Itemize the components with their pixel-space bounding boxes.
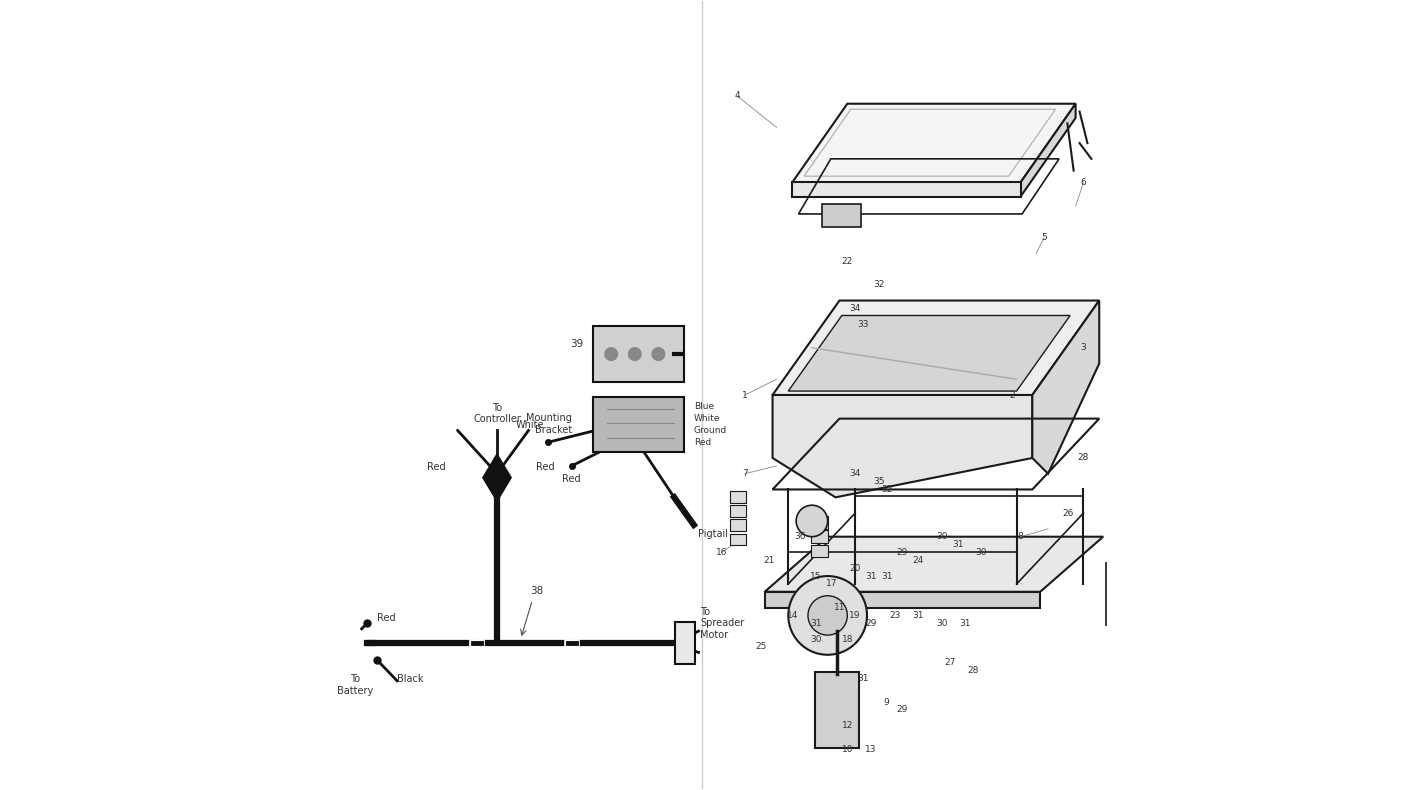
Polygon shape [772, 300, 1099, 395]
Text: 18: 18 [842, 634, 853, 644]
FancyBboxPatch shape [1106, 562, 1152, 625]
Polygon shape [1032, 300, 1099, 474]
Circle shape [628, 348, 641, 360]
Polygon shape [792, 182, 1020, 197]
Text: 32: 32 [873, 280, 885, 289]
Text: 17: 17 [826, 579, 838, 589]
Text: 16: 16 [715, 548, 728, 557]
Text: 31: 31 [811, 619, 822, 628]
FancyBboxPatch shape [811, 530, 829, 543]
Text: 31: 31 [858, 674, 869, 683]
Text: 28: 28 [968, 666, 979, 675]
FancyBboxPatch shape [594, 325, 685, 382]
Text: 38: 38 [529, 585, 544, 596]
Text: To
Battery: To Battery [337, 675, 374, 696]
FancyBboxPatch shape [731, 506, 746, 517]
Text: 29: 29 [896, 548, 908, 557]
Text: Mounting
Bracket: Mounting Bracket [527, 413, 572, 435]
Text: 1: 1 [742, 390, 748, 400]
Text: 31: 31 [880, 571, 892, 581]
Text: 22: 22 [842, 257, 853, 265]
FancyBboxPatch shape [675, 622, 695, 664]
Text: Blue: Blue [694, 402, 714, 412]
Polygon shape [765, 592, 1040, 608]
Circle shape [788, 576, 868, 655]
Text: 31: 31 [912, 611, 923, 620]
Text: 34: 34 [849, 469, 860, 478]
Circle shape [796, 506, 828, 536]
Circle shape [605, 348, 618, 360]
Text: 29: 29 [896, 705, 908, 714]
Text: 8: 8 [1017, 532, 1023, 541]
Polygon shape [765, 536, 1103, 592]
Text: To
Spreader
Motor: To Spreader Motor [701, 607, 745, 640]
FancyBboxPatch shape [811, 544, 829, 557]
Text: 7: 7 [742, 469, 748, 478]
Text: 21: 21 [763, 556, 775, 565]
FancyBboxPatch shape [731, 533, 746, 545]
Text: 25: 25 [755, 642, 766, 652]
Circle shape [808, 596, 848, 635]
Text: 26: 26 [1062, 509, 1073, 517]
Polygon shape [788, 315, 1070, 391]
Text: Ground: Ground [694, 426, 728, 435]
Text: 35: 35 [873, 477, 885, 486]
Polygon shape [792, 103, 1076, 182]
Text: 30: 30 [811, 634, 822, 644]
Text: 32: 32 [880, 485, 892, 494]
Text: 14: 14 [786, 611, 798, 620]
Text: 3: 3 [1080, 344, 1086, 352]
Polygon shape [1020, 103, 1076, 197]
Text: 11: 11 [833, 603, 845, 612]
FancyBboxPatch shape [822, 205, 860, 228]
Text: 31: 31 [960, 619, 972, 628]
Text: 31: 31 [952, 540, 963, 549]
Text: 2: 2 [1010, 390, 1016, 400]
Text: White: White [694, 414, 721, 423]
Text: 28: 28 [1077, 453, 1089, 462]
Text: Red: Red [694, 438, 711, 446]
Text: 24: 24 [912, 556, 923, 565]
Text: 5: 5 [1042, 233, 1047, 242]
Circle shape [652, 348, 665, 360]
Text: To
Controller: To Controller [474, 403, 521, 424]
Text: 9: 9 [883, 698, 889, 706]
Text: 30: 30 [936, 532, 948, 541]
FancyBboxPatch shape [731, 519, 746, 531]
Text: 23: 23 [889, 611, 900, 620]
Polygon shape [482, 454, 511, 502]
Text: 12: 12 [842, 721, 853, 730]
Text: Red: Red [537, 462, 555, 472]
Polygon shape [772, 395, 1032, 498]
Text: Red: Red [562, 474, 581, 483]
Text: 31: 31 [865, 571, 876, 581]
FancyBboxPatch shape [594, 397, 685, 453]
Text: Black: Black [397, 675, 424, 684]
Text: 34: 34 [849, 304, 860, 313]
Text: Pigtail: Pigtail [698, 529, 728, 539]
Text: 4: 4 [735, 92, 741, 100]
Text: 30: 30 [936, 619, 948, 628]
Text: 36: 36 [795, 532, 806, 541]
Text: 13: 13 [865, 745, 876, 754]
Text: Red: Red [427, 462, 445, 472]
Text: White: White [515, 420, 544, 431]
Text: 20: 20 [849, 564, 860, 573]
Text: 27: 27 [945, 658, 955, 668]
Text: 29: 29 [865, 619, 876, 628]
Text: 39: 39 [571, 339, 584, 349]
Text: 15: 15 [811, 571, 822, 581]
Text: 10: 10 [842, 745, 853, 754]
FancyBboxPatch shape [811, 516, 829, 529]
FancyBboxPatch shape [731, 491, 746, 503]
Text: Red: Red [377, 613, 395, 623]
Text: 6: 6 [1080, 178, 1086, 187]
Text: 33: 33 [858, 320, 869, 329]
FancyBboxPatch shape [815, 672, 859, 747]
Text: 30: 30 [976, 548, 987, 557]
Text: 19: 19 [849, 611, 860, 620]
